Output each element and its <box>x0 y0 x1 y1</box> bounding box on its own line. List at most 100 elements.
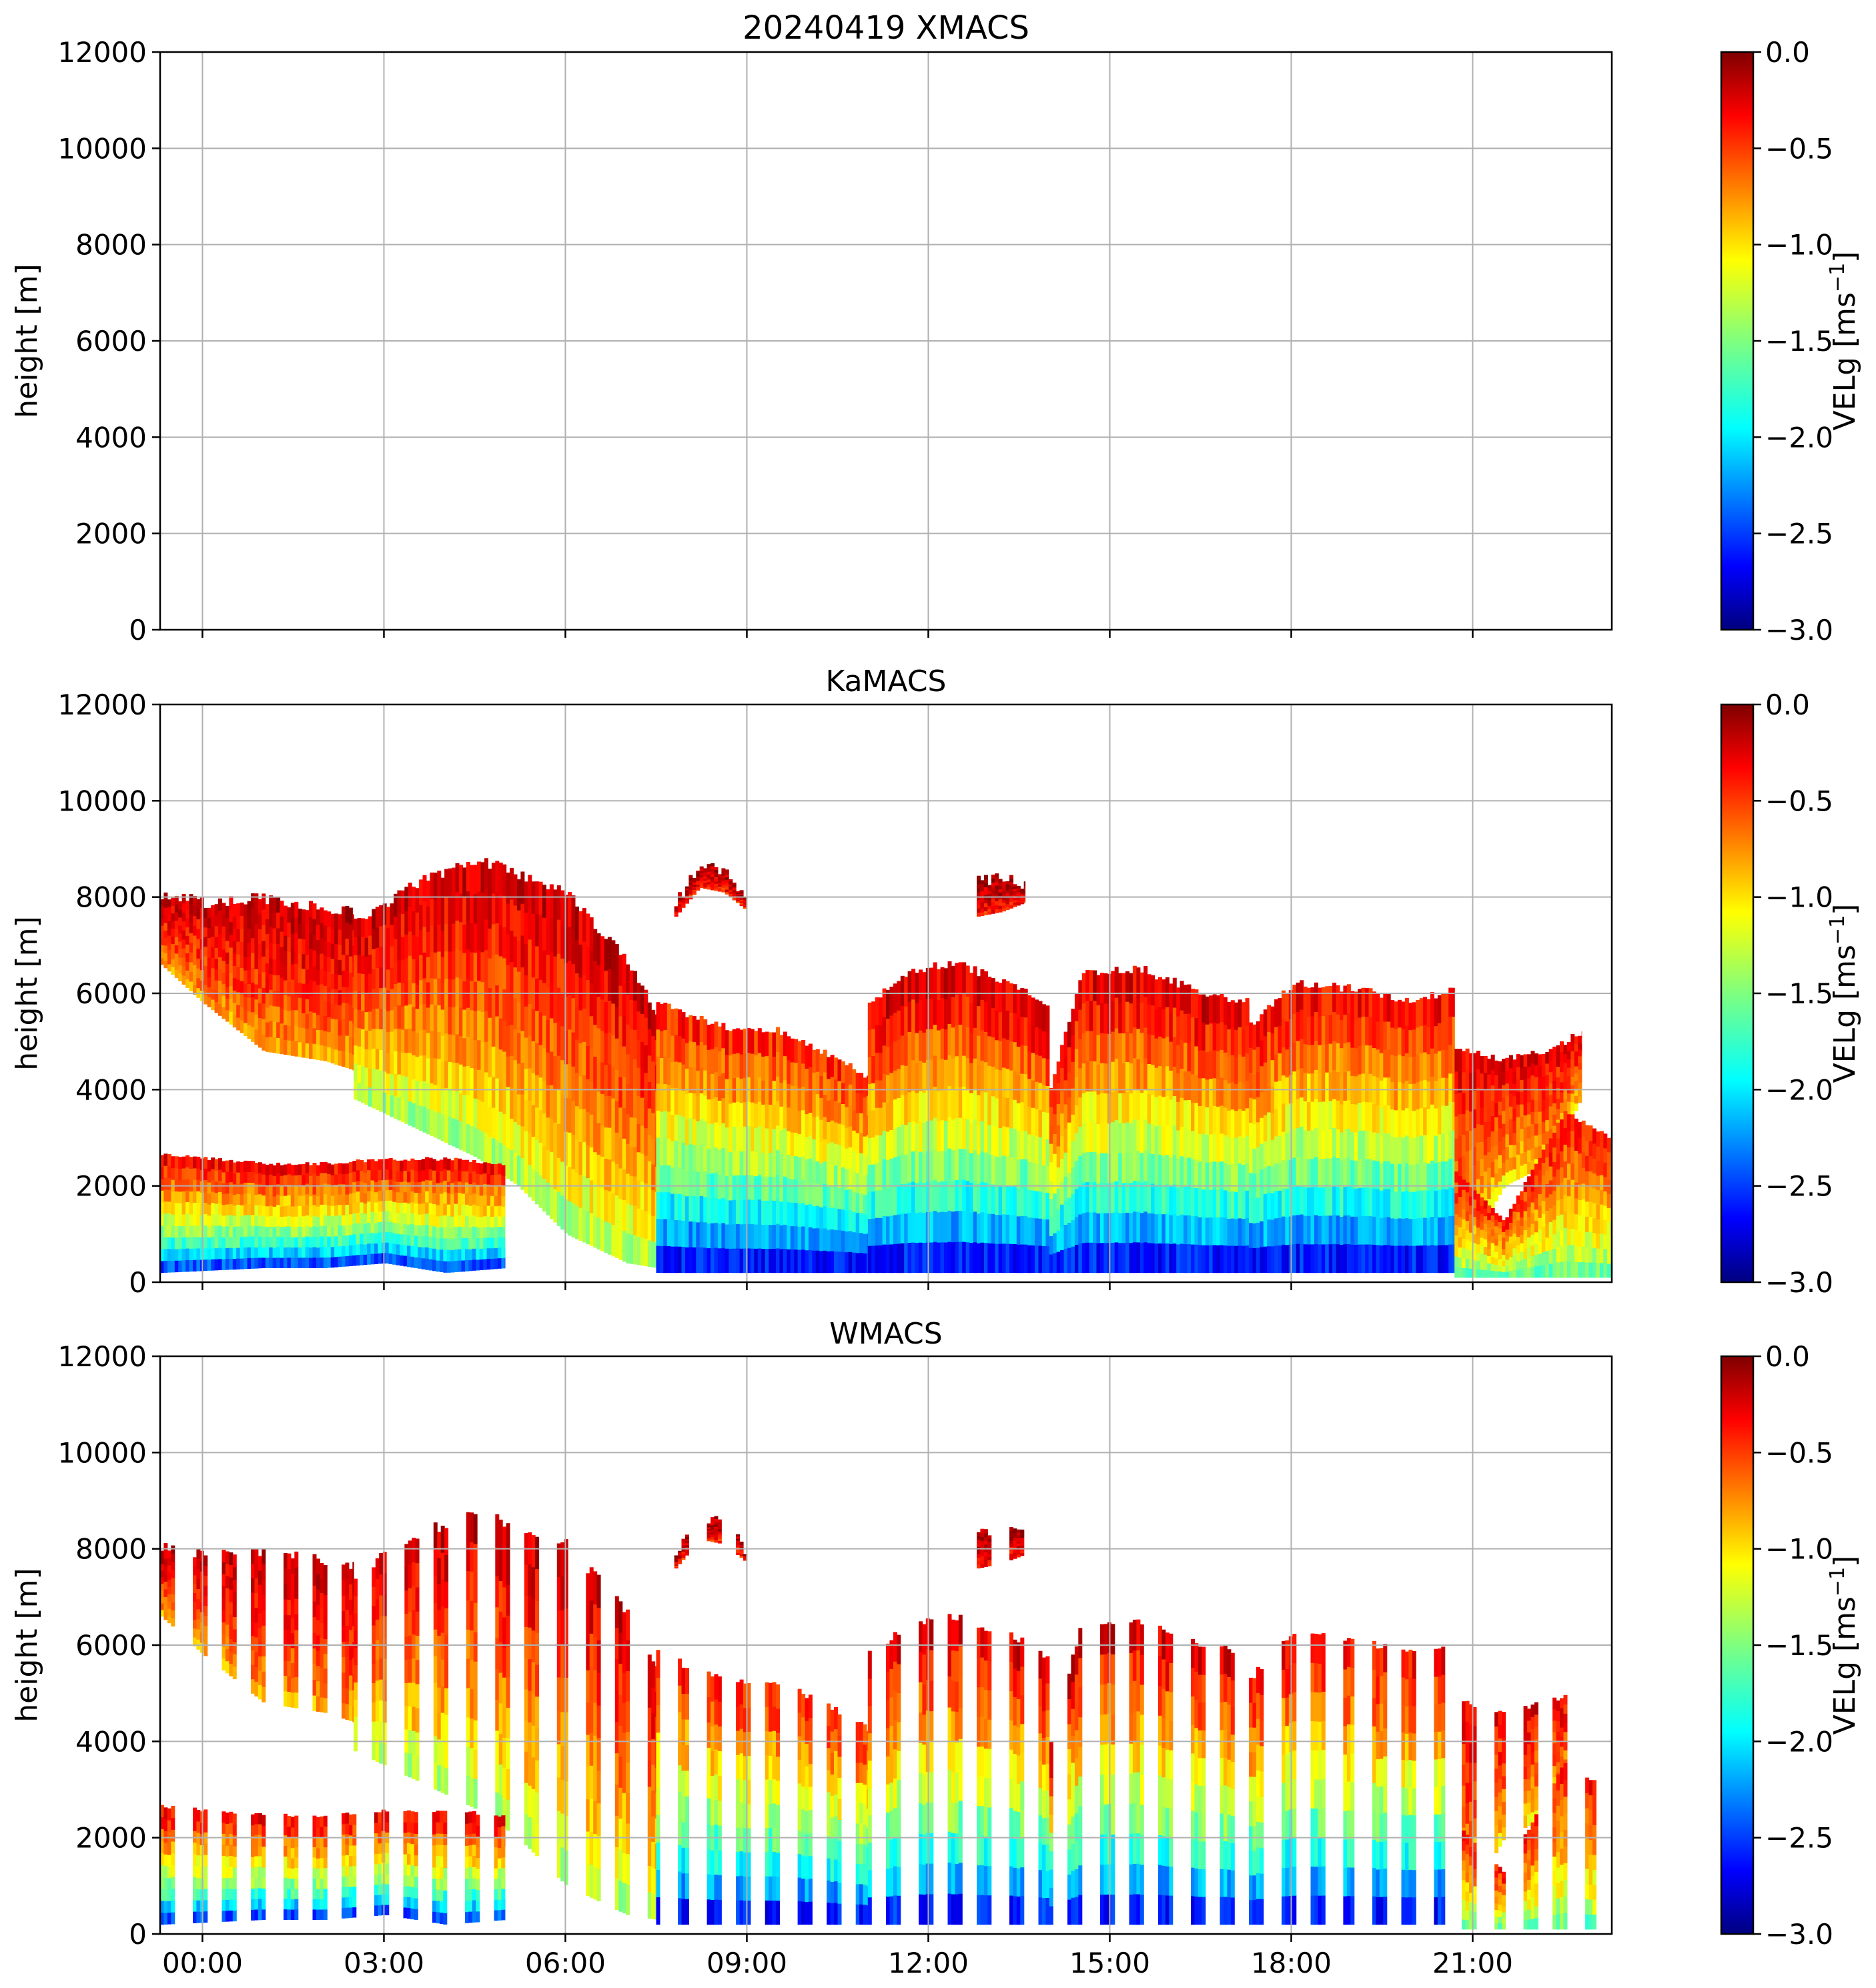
velocity-cell <box>1530 1135 1535 1149</box>
velocity-cell <box>193 1202 197 1215</box>
velocity-cell <box>560 924 565 959</box>
velocity-cell <box>160 1167 164 1179</box>
velocity-cell <box>754 1055 759 1080</box>
velocity-cell <box>531 1168 536 1201</box>
velocity-cell <box>265 1237 270 1248</box>
velocity-cell <box>929 1211 934 1243</box>
velocity-cell <box>1307 1073 1311 1103</box>
velocity-cell <box>739 1053 744 1079</box>
velocity-cell <box>1009 1127 1013 1157</box>
velocity-cell <box>189 913 193 924</box>
velocity-cell <box>852 1252 857 1274</box>
velocity-cell <box>1074 1160 1079 1189</box>
velocity-cell <box>1516 1104 1520 1117</box>
velocity-cell <box>659 1057 664 1085</box>
velocity-cell <box>626 1083 630 1114</box>
velocity-cell <box>776 1174 780 1199</box>
velocity-cell <box>1136 1059 1141 1090</box>
velocity-cell <box>1100 1093 1104 1123</box>
velocity-cell <box>258 1017 262 1033</box>
velocity-cell <box>400 890 405 915</box>
velocity-cell <box>490 1205 494 1217</box>
velocity-cell <box>582 1108 586 1143</box>
velocity-cell <box>1191 1017 1195 1046</box>
velocity-cell <box>240 1173 244 1184</box>
velocity-cell <box>929 1120 934 1151</box>
velocity-cell <box>302 1226 306 1237</box>
velocity-cell <box>240 1205 244 1216</box>
velocity-cell <box>1354 1019 1358 1049</box>
velocity-cell <box>461 1237 466 1250</box>
velocity-cell <box>163 923 168 931</box>
velocity-cell <box>586 1211 590 1245</box>
velocity-cell <box>422 1003 427 1030</box>
velocity-cell <box>320 1183 324 1195</box>
velocity-cell <box>316 1185 320 1197</box>
velocity-cell <box>1263 1141 1268 1168</box>
velocity-cell <box>454 1249 458 1261</box>
velocity-cell <box>458 1121 463 1150</box>
velocity-cell <box>711 1098 715 1124</box>
velocity-cell <box>189 1225 193 1237</box>
velocity-cell <box>189 1191 193 1203</box>
velocity-cell <box>886 1244 890 1274</box>
velocity-cell <box>1136 1150 1141 1181</box>
velocity-cell <box>1394 1109 1398 1137</box>
velocity-cell <box>1278 998 1282 1026</box>
velocity-cell <box>965 965 970 997</box>
velocity-cell <box>178 1214 183 1226</box>
velocity-cell <box>472 1226 476 1238</box>
velocity-cell <box>494 1174 498 1185</box>
velocity-cell <box>406 1181 411 1193</box>
velocity-cell <box>1267 1031 1272 1059</box>
velocity-cell <box>421 1225 426 1237</box>
velocity-cell <box>1074 1244 1079 1274</box>
velocity-cell <box>1328 1043 1333 1073</box>
velocity-cell <box>535 1171 540 1205</box>
velocity-cell <box>794 1155 799 1180</box>
velocity-cell <box>327 1163 332 1174</box>
velocity-cell <box>439 1181 444 1194</box>
velocity-cell <box>1282 990 1286 1019</box>
velocity-cell <box>1408 1164 1413 1192</box>
velocity-cell <box>575 906 579 941</box>
velocity-cell <box>1404 1053 1409 1081</box>
velocity-cell <box>167 1213 171 1225</box>
velocity-cell <box>287 1163 292 1175</box>
velocity-cell <box>232 1194 237 1206</box>
velocity-cell <box>254 1236 259 1248</box>
velocity-cell <box>830 1120 835 1143</box>
velocity-cell <box>1419 1053 1424 1081</box>
velocity-cell <box>421 1258 426 1270</box>
velocity-cell <box>1035 1054 1039 1082</box>
velocity-cell <box>290 1237 295 1248</box>
velocity-cell <box>1386 1161 1391 1189</box>
velocity-cell <box>958 1086 963 1118</box>
velocity-cell <box>1038 1137 1043 1165</box>
velocity-cell <box>1434 1190 1438 1218</box>
velocity-cell <box>1282 1216 1286 1245</box>
velocity-cell <box>1198 1161 1202 1190</box>
velocity-cell <box>236 1225 241 1237</box>
velocity-cell <box>640 1153 644 1182</box>
velocity-cell <box>1184 1244 1188 1274</box>
velocity-cell <box>904 1035 909 1066</box>
velocity-cell <box>815 1250 820 1274</box>
velocity-cell <box>189 1248 193 1260</box>
velocity-cell <box>863 1136 867 1156</box>
velocity-cell <box>685 1247 689 1274</box>
velocity-cell <box>678 1219 682 1247</box>
velocity-cell <box>1027 995 1032 1024</box>
velocity-cell <box>452 1090 456 1119</box>
velocity-cell <box>596 933 601 965</box>
velocity-cell <box>955 1210 959 1242</box>
velocity-cell <box>316 939 320 955</box>
velocity-cell <box>408 955 412 981</box>
velocity-cell <box>604 1064 608 1097</box>
velocity-cell <box>1314 1244 1318 1274</box>
velocity-cell <box>1049 1143 1053 1163</box>
velocity-cell <box>980 1090 985 1121</box>
velocity-cell <box>1267 1112 1272 1139</box>
velocity-cell <box>211 1169 215 1181</box>
velocity-cell <box>334 929 339 945</box>
